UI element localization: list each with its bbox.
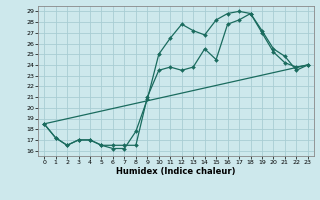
X-axis label: Humidex (Indice chaleur): Humidex (Indice chaleur) — [116, 167, 236, 176]
